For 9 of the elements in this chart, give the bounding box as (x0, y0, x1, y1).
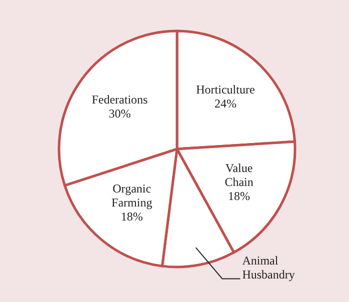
slice-label: Organic Farming (112, 181, 152, 210)
data-label: 24% (214, 96, 236, 110)
slice-label: Horticulture (196, 82, 255, 96)
data-label: 30% (108, 106, 131, 120)
slice-label: Animal Husbandry (242, 254, 295, 282)
data-label: 18% (120, 209, 143, 224)
data-label: 18% (228, 188, 250, 203)
slice-label: Federations (92, 92, 148, 106)
slice-label: Value Chain (224, 160, 254, 189)
